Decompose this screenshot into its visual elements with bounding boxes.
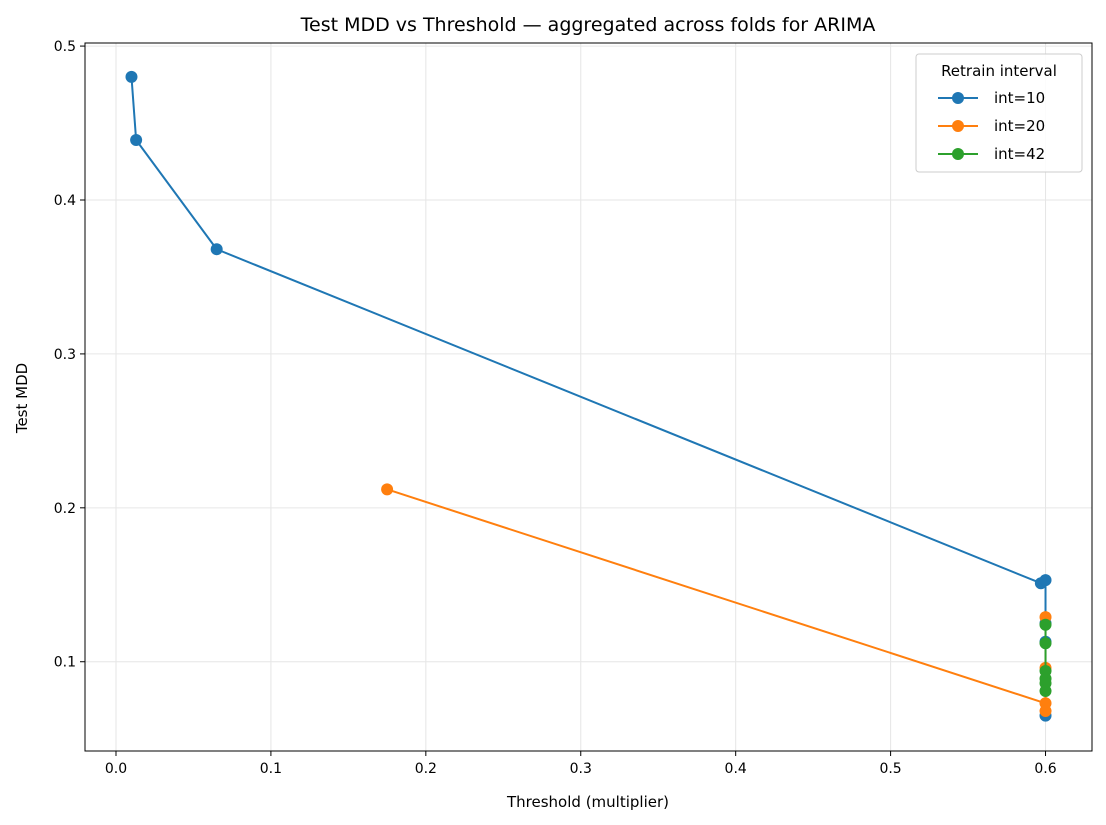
x-axis-label: Threshold (multiplier) (506, 793, 669, 811)
legend-entry: int=42 (938, 145, 1045, 163)
y-tick-label: 0.5 (54, 39, 76, 55)
y-axis-label: Test MDD (13, 363, 31, 434)
tick-layer: 0.0 0.1 0.2 0.3 0.4 0.5 0.6 0.1 0.2 0.3 0.4 0.5 (54, 39, 1057, 777)
x-tick-label: 0.3 (570, 761, 592, 777)
data-point (1039, 637, 1052, 650)
legend-marker (952, 92, 964, 104)
legend: Retrain interval int=10 int=20 int=42 (915, 53, 1083, 173)
series-int-42 (1039, 618, 1052, 697)
data-point (1039, 574, 1052, 587)
legend-entries: int=10 int=20 int=42 (938, 89, 1045, 163)
x-tick-label: 0.4 (725, 761, 747, 777)
legend-entry: int=20 (938, 117, 1045, 135)
x-tick-label: 0.2 (415, 761, 437, 777)
y-tick-label: 0.3 (54, 347, 76, 363)
y-tick-label: 0.2 (54, 501, 76, 517)
series-layer (125, 70, 1052, 722)
x-tick-label: 0.1 (260, 761, 282, 777)
legend-marker (952, 148, 964, 160)
y-tick-label: 0.1 (54, 655, 76, 671)
data-point (381, 483, 394, 496)
legend-marker (952, 120, 964, 132)
legend-label: int=10 (994, 89, 1045, 107)
data-point (1039, 704, 1052, 717)
x-tick-label: 0.5 (879, 761, 901, 777)
data-point (210, 243, 223, 256)
data-point (125, 70, 138, 83)
x-tick-label: 0.6 (1034, 761, 1056, 777)
plot-frame (84, 42, 1093, 752)
data-point (1039, 618, 1052, 631)
legend-title: Retrain interval (941, 62, 1057, 80)
legend-label: int=42 (994, 145, 1045, 163)
y-tick-label: 0.4 (54, 193, 76, 209)
chart-title: Test MDD vs Threshold — aggregated acros… (300, 14, 876, 36)
x-tick-label: 0.0 (105, 761, 127, 777)
data-point (130, 133, 143, 146)
grid (85, 43, 1092, 751)
legend-box (915, 53, 1083, 173)
legend-entry: int=10 (938, 89, 1045, 107)
legend-label: int=20 (994, 117, 1045, 135)
data-point (1039, 684, 1052, 697)
